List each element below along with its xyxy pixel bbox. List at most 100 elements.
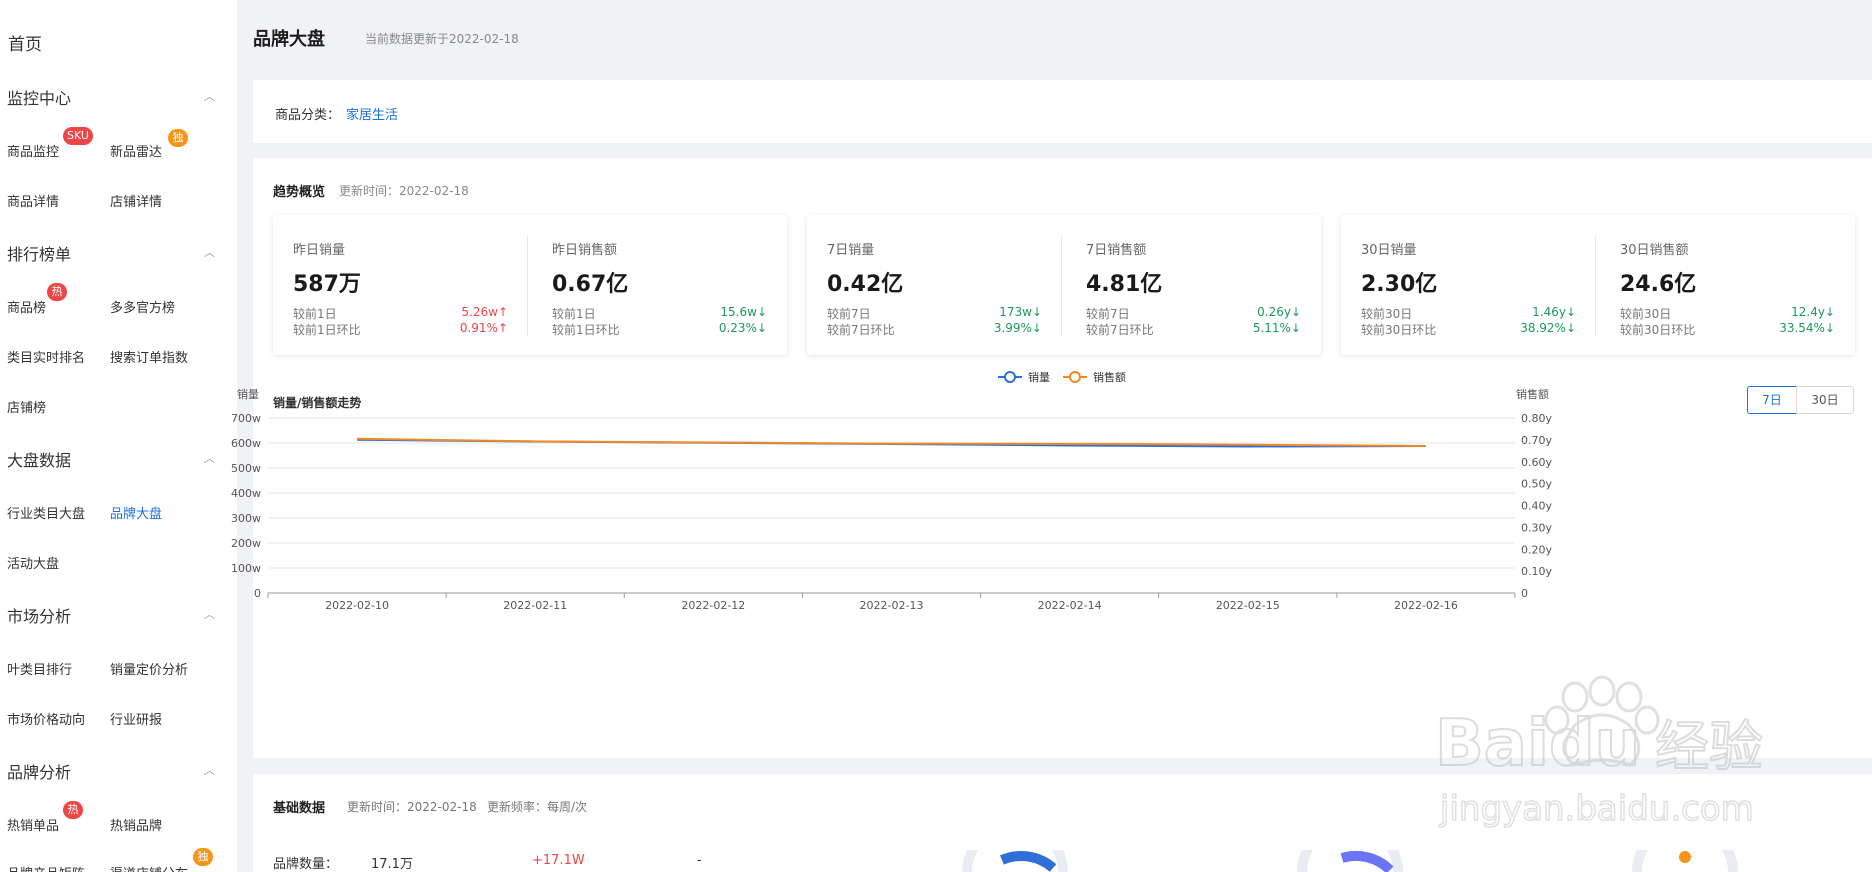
sidebar-item-product-detail[interactable]: 商品详情 (7, 195, 60, 210)
stat-divider (527, 236, 528, 336)
sidebar-item-brand-market[interactable]: 品牌大盘 (110, 507, 163, 522)
y-tick-label-right: 0.10y (1521, 565, 1552, 578)
sidebar-item-search-order-index[interactable]: 搜索订单指数 (110, 351, 189, 366)
sidebar-item-industry-category[interactable]: 行业类目大盘 (7, 507, 86, 522)
legend-label: 销量 (1028, 370, 1050, 384)
category-label: 商品分类： (275, 108, 341, 123)
x-tick-label: 2022-02-11 (503, 599, 567, 612)
x-tick-label: 2022-02-10 (325, 599, 389, 612)
stat-compare-label: 较前1日环比 (293, 323, 361, 337)
sidebar-item-product-monitor[interactable]: 商品监控 (7, 145, 60, 160)
sidebar-home[interactable]: 首页 (8, 35, 42, 55)
sidebar-item-product-rank[interactable]: 商品榜 (7, 301, 47, 316)
sku-badge: SKU (63, 127, 93, 145)
category-value-link[interactable]: 家居生活 (346, 108, 399, 123)
sidebar-item-activity-market[interactable]: 活动大盘 (7, 557, 60, 572)
stat-card-30day (1341, 215, 1855, 355)
sidebar-item-hot-brands[interactable]: 热销品牌 (110, 819, 163, 834)
sidebar-item-channel-shops[interactable]: 渠道店铺分布 (110, 863, 188, 872)
y-tick-label-left: 200w (231, 537, 261, 550)
y-tick-label-left: 300w (231, 512, 261, 525)
stat-label: 30日销量 (1361, 243, 1417, 258)
stat-compare-value: 33.54%↓ (1779, 321, 1835, 335)
stat-compare-label: 较前30日 (1361, 307, 1413, 321)
stat-compare-value: 0.23%↓ (718, 321, 767, 335)
stat-value: 2.30亿 (1361, 272, 1438, 297)
stat-compare-label: 较前7日 (827, 307, 871, 321)
range-30day-button[interactable]: 30日 (1796, 386, 1854, 414)
sidebar-section-market-data[interactable]: 大盘数据 (7, 451, 72, 470)
y-tick-label-right: 0.20y (1521, 543, 1552, 556)
trend-title: 趋势概览 (273, 185, 326, 200)
sidebar-item-brand-matrix[interactable]: 品牌产品矩阵 (7, 863, 85, 872)
sidebar-item-leaf-category[interactable]: 叶类目排行 (7, 663, 73, 678)
x-tick-label: 2022-02-15 (1216, 599, 1280, 612)
stat-compare-value: 0.91%↑ (459, 321, 508, 335)
x-tick-label: 2022-02-14 (1038, 599, 1102, 612)
stat-value: 24.6亿 (1620, 272, 1697, 297)
chart-title: 销量/销售额走势 (273, 396, 362, 410)
y-tick-label-left: 400w (231, 487, 261, 500)
sidebar-item-new-product-radar[interactable]: 新品雷达 (110, 145, 163, 160)
chevron-up-icon[interactable]: ︿ (204, 452, 215, 465)
stat-label: 昨日销量 (293, 243, 346, 258)
x-tick-label: 2022-02-12 (681, 599, 745, 612)
chevron-up-icon[interactable]: ︿ (204, 246, 215, 259)
sidebar-item-shop-detail[interactable]: 店铺详情 (110, 195, 163, 210)
chevron-up-icon[interactable]: ︿ (204, 764, 215, 777)
sidebar-section-monitor[interactable]: 监控中心 (7, 89, 72, 108)
page-title: 品牌大盘 (253, 29, 325, 50)
y-tick-label-right: 0.70y (1521, 434, 1552, 447)
stat-compare-label: 较前7日 (1086, 307, 1130, 321)
hot-badge: 热 (63, 801, 83, 819)
stat-compare-value: 5.11%↓ (1252, 321, 1301, 335)
page-updated-time: 当前数据更新于2022-02-18 (365, 32, 519, 46)
stat-value: 0.67亿 (552, 272, 629, 297)
donut-chart (1632, 850, 1738, 872)
stat-compare-label: 较前1日环比 (552, 323, 620, 337)
sidebar-item-industry-report[interactable]: 行业研报 (110, 713, 163, 728)
legend-swatch-marker (1004, 371, 1016, 383)
stat-value: 4.81亿 (1086, 272, 1163, 297)
stat-label: 30日销售额 (1620, 243, 1689, 258)
sidebar-section-rankings[interactable]: 排行榜单 (7, 245, 72, 264)
sidebar-item-category-realtime[interactable]: 类目实时排名 (7, 351, 86, 366)
stat-card-7day (807, 215, 1321, 355)
watermark-url: jingyan.baidu.com (1439, 789, 1754, 829)
watermark-text: 经验 (1655, 715, 1763, 778)
exclusive-badge: 独 (193, 848, 213, 866)
y-tick-label-left: 0 (254, 587, 261, 600)
baidu-watermark-logo: Baidu 经验 jingyan.baidu.com (1434, 675, 1764, 830)
sidebar-section-brand-analysis[interactable]: 品牌分析 (7, 763, 72, 782)
base-update-time: 更新时间：2022-02-18 (347, 800, 477, 814)
brand-count-other: - (697, 853, 702, 868)
stat-compare-value: 38.92%↓ (1520, 321, 1576, 335)
stat-compare-value: 5.26w↑ (461, 305, 508, 319)
stat-compare-value: 0.26y↓ (1257, 305, 1301, 319)
sidebar-item-sales-pricing[interactable]: 销量定价分析 (110, 663, 189, 678)
chevron-up-icon[interactable]: ︿ (204, 90, 215, 103)
y-tick-label-right: 0.50y (1521, 478, 1552, 491)
sidebar-item-shop-rank[interactable]: 店铺榜 (7, 401, 47, 416)
sidebar-item-price-trend[interactable]: 市场价格动向 (7, 713, 86, 728)
chevron-up-icon[interactable]: ︿ (204, 608, 215, 621)
range-7day-button[interactable]: 7日 (1747, 386, 1797, 414)
donut-chart (1297, 850, 1403, 872)
category-card (253, 80, 1872, 143)
y-tick-label-left: 500w (231, 462, 261, 475)
stat-card-yesterday (273, 215, 787, 355)
y-axis-label-left: 销量 (237, 387, 259, 401)
base-data-title: 基础数据 (273, 801, 326, 816)
y-tick-label-right: 0.30y (1521, 521, 1552, 534)
sidebar-section-market-analysis[interactable]: 市场分析 (7, 607, 72, 626)
y-tick-label-left: 600w (231, 437, 261, 450)
sidebar: 首页 监控中心 ︿ 商品监控 SKU 新品雷达 独 商品详情 店铺详情 排行榜单… (0, 0, 237, 872)
sidebar-item-official-rank[interactable]: 多多官方榜 (110, 301, 176, 316)
sidebar-item-hot-products[interactable]: 热销单品 (7, 819, 60, 834)
y-tick-label-left: 700w (231, 412, 261, 425)
sales-trend-chart: 0 100w 200w 300w 400w 500w 600w 700w 0 0.10y 0.20y… (231, 370, 1552, 612)
donut-chart (962, 850, 1068, 872)
stat-compare-value: 15.6w↓ (720, 305, 767, 319)
stat-compare-label: 较前30日环比 (1620, 323, 1696, 337)
stat-label: 7日销量 (827, 243, 875, 258)
